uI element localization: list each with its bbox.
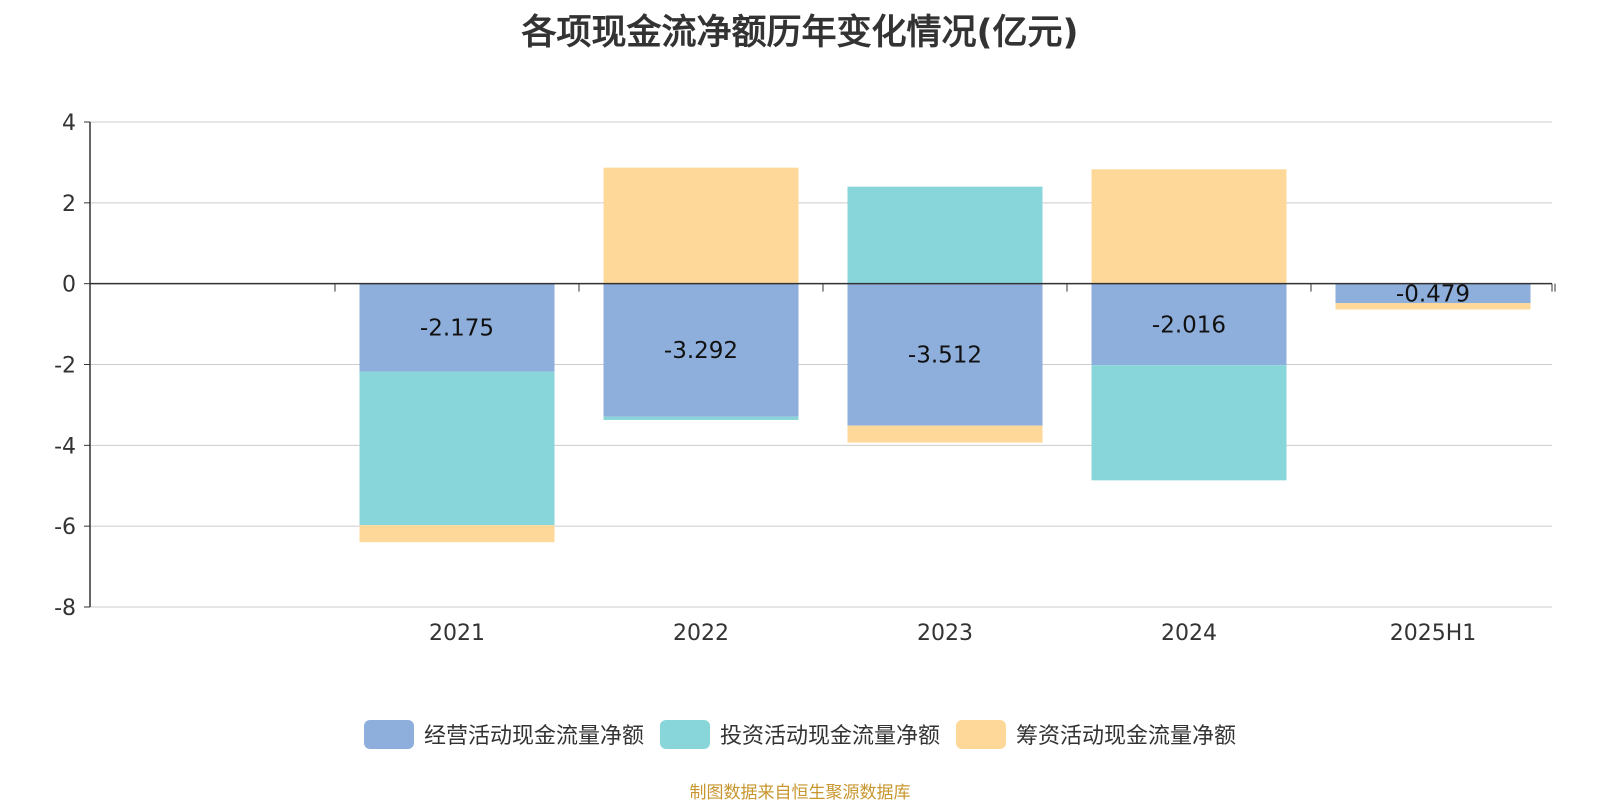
legend-swatch <box>956 719 1006 749</box>
y-tick-label: 4 <box>62 111 76 136</box>
legend-item[interactable]: 经营活动现金流量净额 <box>363 718 644 750</box>
bar-2021-series-1 <box>359 371 555 526</box>
bar-2021-series-2 <box>359 525 555 543</box>
bar-2022-series-2 <box>603 167 799 284</box>
chart-title: 各项现金流净额历年变化情况(亿元) <box>521 13 1079 53</box>
bar-2023-series-1 <box>847 186 1043 284</box>
bar-2022-series-0 <box>603 283 799 417</box>
y-tick-label: -2 <box>54 354 76 379</box>
x-tick-label: 2021 <box>429 621 485 646</box>
x-tick-label: 2023 <box>917 621 973 646</box>
chart-legend: 经营活动现金流量净额 投资活动现金流量净额 筹资活动现金流量净额 <box>0 718 1600 750</box>
bar-2021-series-0 <box>359 283 555 372</box>
x-tick-label: 2022 <box>673 621 729 646</box>
legend-swatch <box>363 719 414 749</box>
source-footer: 制图数据来自恒生聚源数据库 <box>689 783 911 803</box>
legend-label: 筹资活动现金流量净额 <box>1016 724 1237 749</box>
legend-item[interactable]: 筹资活动现金流量净额 <box>956 718 1236 750</box>
x-tick-label: 2025H1 <box>1390 621 1477 646</box>
data-label: -2.175 <box>420 316 494 342</box>
bar-2024-series-2 <box>1091 169 1287 284</box>
data-label: -3.292 <box>664 338 738 364</box>
y-tick-label: 2 <box>62 192 76 217</box>
bar-2022-series-1 <box>603 416 799 420</box>
bar-2025H1-series-0 <box>1335 283 1531 304</box>
data-label: -2.016 <box>1152 312 1226 338</box>
bar-2025H1-series-2 <box>1335 303 1531 310</box>
legend-swatch <box>659 719 710 749</box>
y-tick-label: -8 <box>54 596 76 621</box>
chart-plot: 4 2 0 -2 -4 -6 -8 -2.175 2021 -3.292 2022 -3.512 202… <box>54 111 1556 646</box>
bar-2024-series-1 <box>1091 365 1287 481</box>
x-tick-label: 2024 <box>1161 621 1217 646</box>
bar-2023-series-2 <box>847 425 1043 443</box>
legend-item[interactable]: 投资活动现金流量净额 <box>659 718 940 750</box>
y-tick-label: 0 <box>62 273 76 298</box>
bar-2023-series-0 <box>847 283 1043 426</box>
y-tick-label: -4 <box>54 434 76 459</box>
data-label: -0.479 <box>1396 281 1470 307</box>
data-label: -3.512 <box>908 343 982 369</box>
legend-label: 经营活动现金流量净额 <box>423 724 644 749</box>
bar-2024-series-0 <box>1091 283 1287 366</box>
y-tick-label: -6 <box>54 515 76 540</box>
legend-label: 投资活动现金流量净额 <box>719 724 940 749</box>
